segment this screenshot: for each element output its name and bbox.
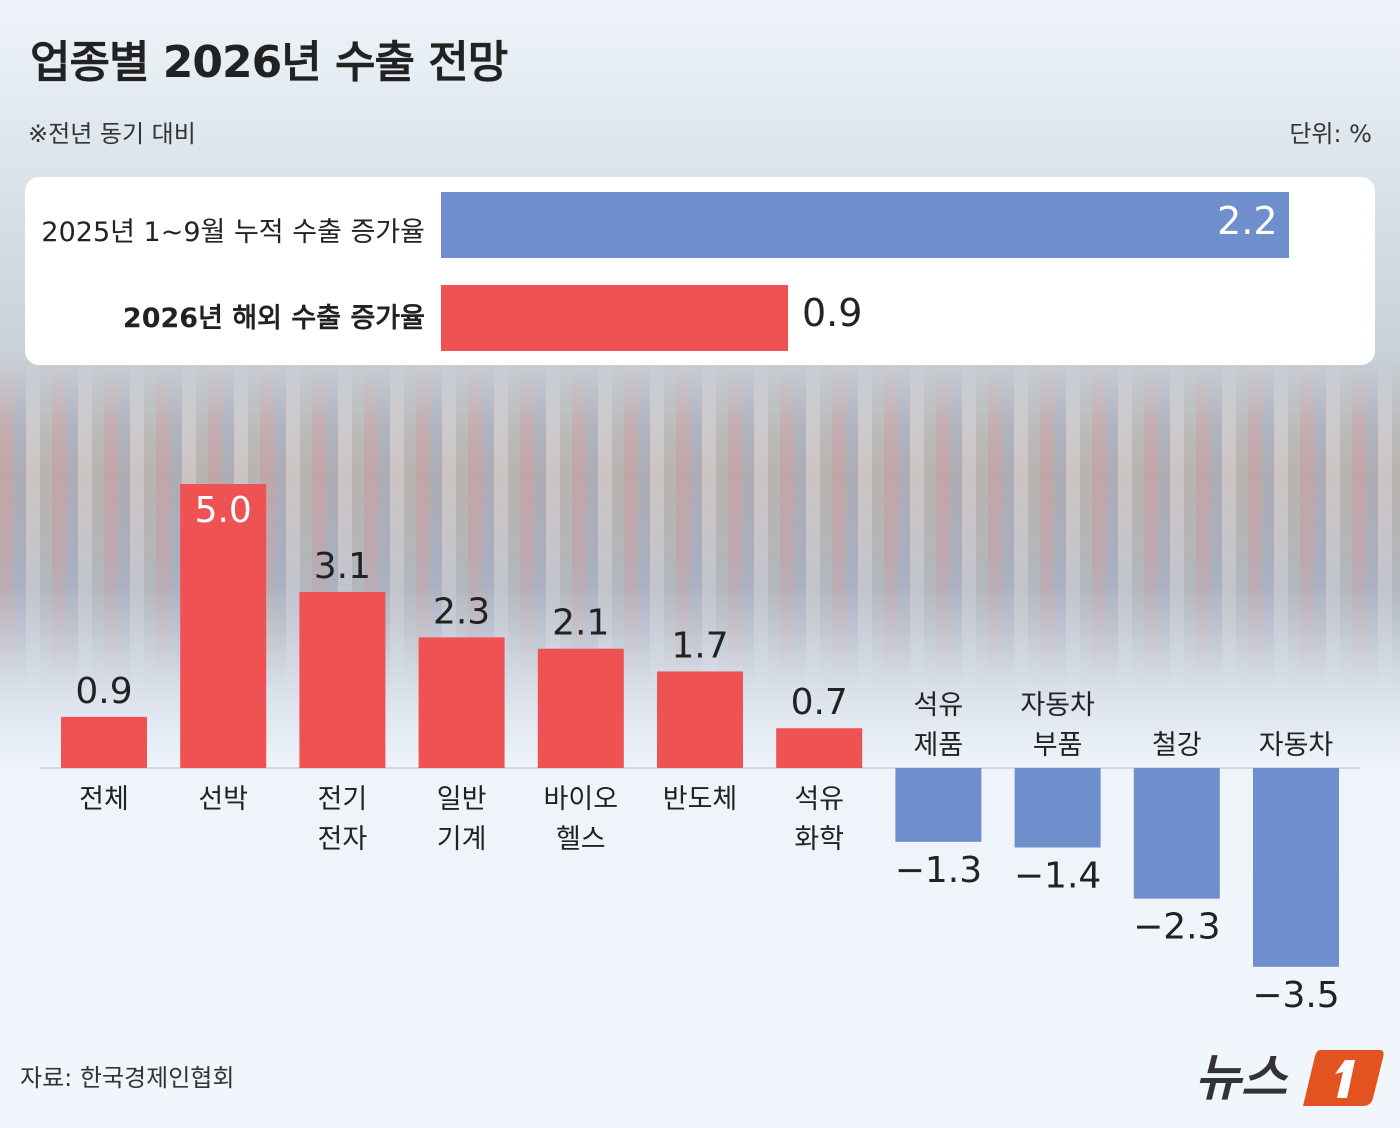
news1-logo: 뉴스 [1195, 1040, 1385, 1114]
category-label-7: 제품 [914, 730, 964, 761]
bar-6 [776, 728, 863, 768]
category-label-4: 바이오 [544, 784, 619, 815]
value-label-0: 0.9 [75, 671, 132, 712]
category-label-6: 석유 [794, 784, 844, 815]
value-label-2: 3.1 [314, 546, 371, 587]
unit-label: 단위: % [1289, 120, 1372, 148]
category-label-8: 자동차 [1020, 690, 1095, 721]
category-label-7: 석유 [914, 690, 964, 721]
category-label-8: 부품 [1033, 730, 1083, 761]
summary-label-2026: 2026년 해외 수출 증가율 [122, 303, 425, 334]
bar-2 [299, 591, 386, 768]
chart-subtitle: ※전년 동기 대비 [28, 120, 196, 148]
value-label-1: 5.0 [195, 490, 252, 531]
bar-1 [180, 484, 267, 768]
category-label-9: 철강 [1152, 730, 1202, 761]
bar-10 [1253, 768, 1339, 967]
value-label-3: 2.3 [433, 591, 490, 632]
bar-3 [418, 637, 505, 768]
summary-value-2026: 0.9 [801, 291, 863, 335]
value-label-6: 0.7 [791, 682, 848, 723]
category-label-2: 전자 [318, 824, 368, 855]
category-label-2: 전기 [318, 784, 368, 815]
category-label-6: 화학 [794, 824, 844, 855]
value-label-5: 1.7 [671, 625, 728, 666]
bar-9 [1133, 768, 1220, 899]
bar-7 [895, 768, 982, 842]
category-label-4: 헬스 [556, 824, 606, 855]
value-label-10: −3.5 [1252, 975, 1339, 1016]
category-label-3: 일반 [437, 784, 487, 815]
summary-panel: 2025년 1~9월 누적 수출 증가율 2026년 해외 수출 증가율 2.2… [25, 177, 1375, 365]
summary-bar-2026 [441, 285, 788, 351]
category-label-5: 반도체 [663, 784, 738, 815]
category-label-10: 자동차 [1259, 730, 1334, 761]
source-note: 자료: 한국경제인협회 [20, 1064, 235, 1092]
value-label-8: −1.4 [1014, 856, 1101, 897]
category-label-1: 선박 [198, 784, 248, 815]
bar-5 [657, 671, 743, 768]
value-label-7: −1.3 [895, 850, 982, 891]
bar-8 [1014, 768, 1101, 848]
bar-0 [61, 716, 147, 768]
bar-4 [537, 648, 624, 768]
category-label-3: 기계 [437, 824, 487, 855]
summary-value-2025: 2.2 [1217, 199, 1278, 243]
category-label-0: 전체 [79, 784, 129, 815]
value-label-4: 2.1 [552, 603, 609, 644]
value-label-9: −2.3 [1133, 907, 1220, 948]
summary-label-2025: 2025년 1~9월 누적 수출 증가율 [41, 217, 425, 248]
summary-bar-2025 [441, 192, 1290, 258]
svg-text:뉴스: 뉴스 [1195, 1049, 1289, 1107]
chart-title: 업종별 2026년 수출 전망 [30, 37, 508, 88]
